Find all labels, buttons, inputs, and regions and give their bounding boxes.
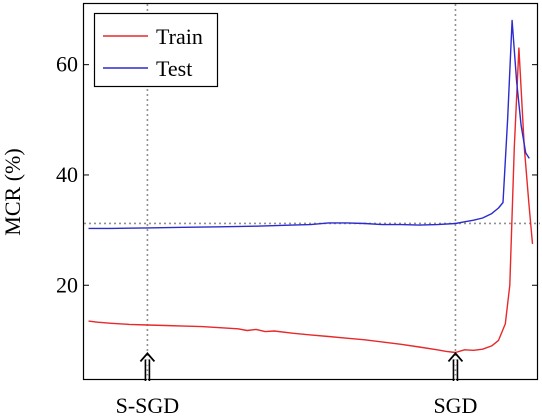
plot-frame: [82, 2, 539, 381]
annotation-label-1: SGD: [433, 393, 477, 416]
y-tick-label-40: 40: [56, 162, 78, 187]
y-axis-ticks: 20 40 60: [56, 52, 537, 297]
reference-lines: [84, 4, 540, 379]
series-lines: [88, 19, 534, 354]
annotations: S-SGD SGD: [116, 352, 477, 416]
legend: Train Test: [93, 12, 219, 88]
legend-label-train: Train: [156, 24, 203, 49]
series-line-test: [88, 19, 530, 230]
y-tick-label-60: 60: [56, 52, 78, 77]
legend-box: [93, 12, 219, 88]
annotation-arrow-0: [139, 352, 156, 381]
y-tick-label-20: 20: [56, 272, 78, 297]
y-axis-label: MCR (%): [0, 148, 25, 235]
annotation-label-0: S-SGD: [116, 393, 180, 416]
annotation-arrow-1: [447, 352, 464, 381]
legend-label-test: Test: [156, 56, 192, 81]
series-line-train: [88, 47, 534, 354]
